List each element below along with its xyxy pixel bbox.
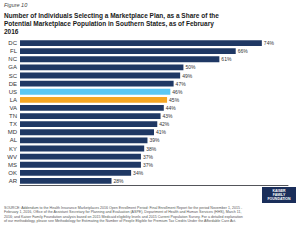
svg-text:46%: 46%: [172, 89, 183, 95]
svg-text:37%: 37%: [143, 154, 154, 160]
svg-text:AL: AL: [10, 137, 18, 143]
svg-text:FL: FL: [10, 48, 18, 54]
svg-text:49%: 49%: [182, 73, 193, 79]
svg-text:41%: 41%: [156, 129, 167, 135]
svg-text:DE: DE: [9, 81, 17, 87]
svg-text:MD: MD: [8, 129, 18, 135]
svg-text:66%: 66%: [238, 48, 249, 54]
svg-text:SOURCE: Addendum to the Health: SOURCE: Addendum to the Health Insurance…: [4, 205, 243, 210]
svg-text:39%: 39%: [149, 137, 160, 143]
svg-text:FAMILY: FAMILY: [272, 193, 286, 197]
svg-text:February 1, 2016, Office of th: February 1, 2016, Office of the Assistan…: [4, 210, 242, 215]
svg-text:OK: OK: [8, 170, 17, 176]
svg-text:TX: TX: [9, 121, 17, 127]
svg-text:2016; and Kaiser Family Founda: 2016; and Kaiser Family Foundation analy…: [4, 214, 243, 219]
svg-text:KY: KY: [9, 146, 17, 152]
svg-text:LA: LA: [10, 97, 17, 103]
svg-text:Potential Marketplace Populati: Potential Marketplace Population in Sout…: [4, 20, 214, 28]
svg-text:42%: 42%: [159, 121, 170, 127]
svg-text:Figure 10: Figure 10: [4, 2, 28, 8]
svg-text:43%: 43%: [163, 113, 174, 119]
svg-text:MS: MS: [8, 162, 17, 168]
svg-text:28%: 28%: [114, 178, 125, 184]
svg-text:VA: VA: [9, 105, 17, 111]
svg-text:74%: 74%: [264, 40, 275, 46]
svg-text:WV: WV: [7, 154, 17, 160]
svg-text:47%: 47%: [176, 81, 187, 87]
svg-text:61%: 61%: [221, 56, 232, 62]
svg-text:44%: 44%: [166, 105, 177, 111]
svg-text:TN: TN: [9, 113, 17, 119]
svg-text:38%: 38%: [146, 146, 157, 152]
svg-text:US: US: [9, 89, 17, 95]
svg-text:GA: GA: [8, 64, 17, 70]
svg-text:34%: 34%: [133, 170, 144, 176]
svg-text:NC: NC: [8, 56, 17, 62]
svg-text:of our methodology, please see: of our methodology, please see Methodolo…: [4, 219, 236, 223]
svg-text:DC: DC: [8, 40, 17, 46]
svg-text:Number of Individuals Selectin: Number of Individuals Selecting a Market…: [4, 12, 219, 20]
svg-text:37%: 37%: [143, 162, 154, 168]
svg-text:SC: SC: [9, 73, 18, 79]
svg-text:45%: 45%: [169, 97, 180, 103]
svg-text:KAISER: KAISER: [272, 189, 286, 193]
svg-text:AR: AR: [9, 178, 18, 184]
svg-text:FOUNDATION: FOUNDATION: [267, 197, 291, 201]
svg-text:2016: 2016: [4, 28, 19, 35]
svg-text:50%: 50%: [185, 64, 196, 70]
